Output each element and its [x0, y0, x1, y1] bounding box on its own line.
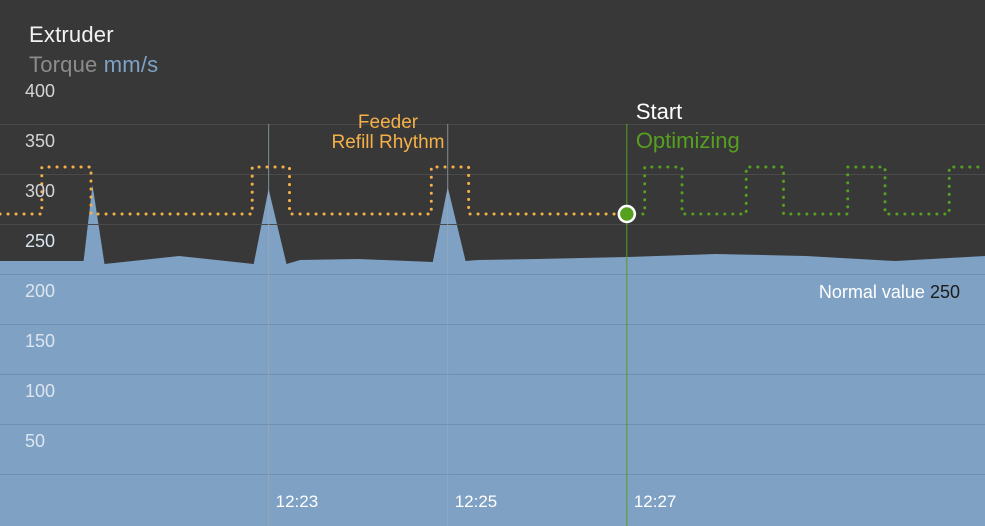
chart-subtitle: Torque mm/s [29, 52, 158, 78]
y-tick-label-50: 50 [25, 431, 45, 451]
y-tick-label-150: 150 [25, 331, 55, 351]
x-tick-label-1: 12:25 [455, 492, 498, 511]
start-marker [617, 204, 637, 224]
y-tick-label-400: 400 [25, 81, 55, 101]
optimizing-line [625, 165, 985, 216]
torque-area [0, 185, 985, 526]
y-tick-label-350: 350 [25, 131, 55, 151]
x-tick-label-2: 12:27 [634, 492, 677, 511]
y-tick-label-250: 250 [25, 231, 55, 251]
feeder-refill-line [0, 165, 629, 216]
normal-value-text: Normal value [819, 282, 930, 302]
unit-label: mm/s [103, 52, 159, 77]
chart-title: Extruder [29, 22, 114, 47]
metric-label: Torque [29, 52, 98, 77]
optimizing-label: Optimizing [636, 128, 740, 153]
y-tick-label-300: 300 [25, 181, 55, 201]
y-tick-label-200: 200 [25, 281, 55, 301]
normal-value-number: 250 [930, 282, 960, 302]
y-tick-label-100: 100 [25, 381, 55, 401]
feeder-annotation-line-1: Refill Rhythm [332, 132, 445, 153]
x-tick-label-0: 12:23 [276, 492, 319, 511]
start-label: Start [636, 99, 682, 124]
feeder-annotation-line-0: Feeder [358, 112, 419, 133]
normal-value-label: Normal value 250 [819, 282, 960, 302]
